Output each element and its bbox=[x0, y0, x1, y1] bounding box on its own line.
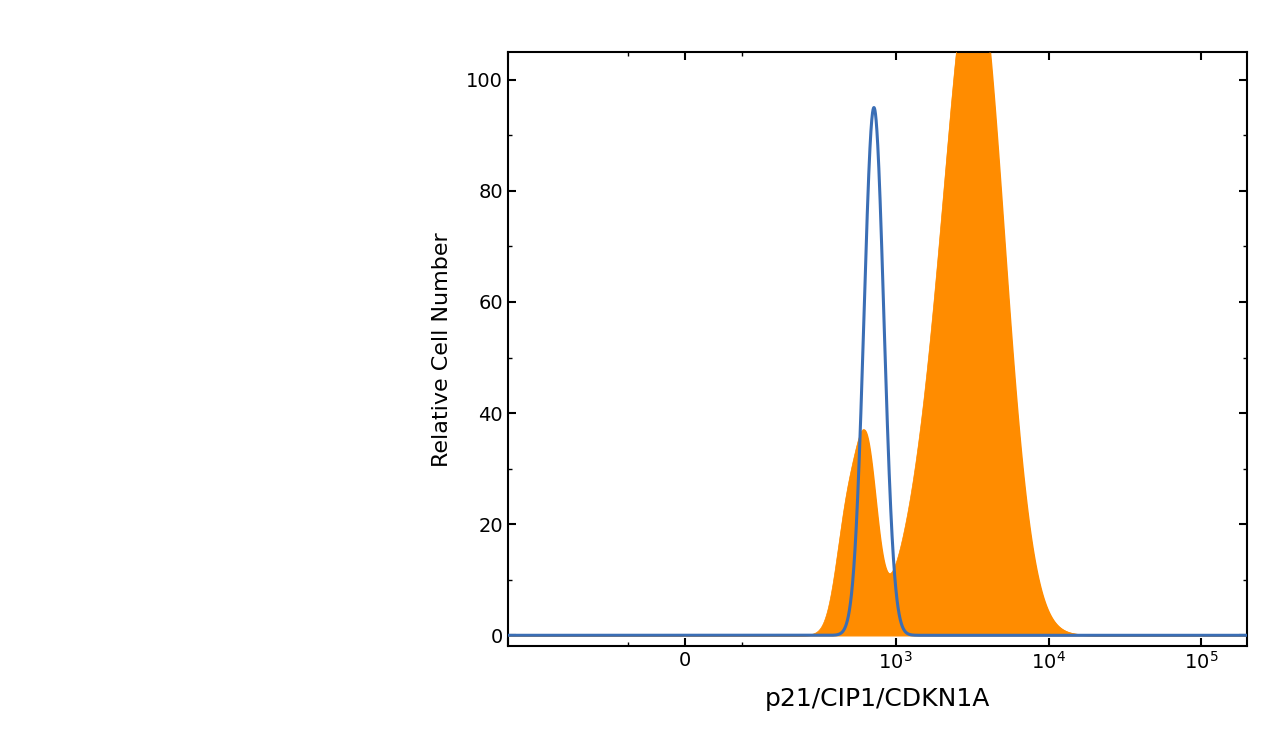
X-axis label: p21/CIP1/CDKN1A: p21/CIP1/CDKN1A bbox=[765, 687, 990, 711]
Y-axis label: Relative Cell Number: Relative Cell Number bbox=[432, 232, 453, 467]
